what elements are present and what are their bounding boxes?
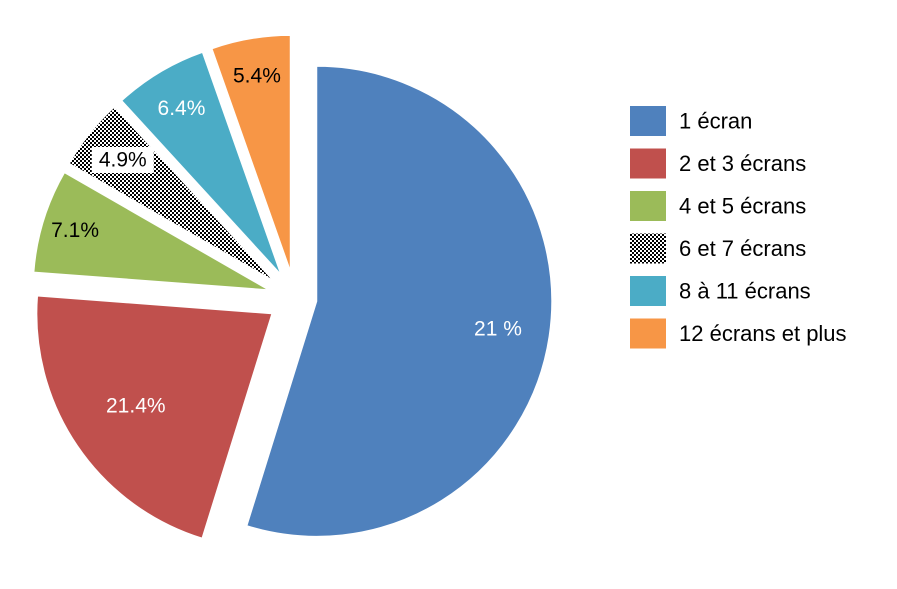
- pie-data-label-2: 21.4%: [106, 395, 166, 418]
- legend-swatch-4: [630, 233, 666, 264]
- legend-swatch-6: [630, 318, 666, 349]
- legend-swatch-5: [630, 276, 666, 306]
- legend: 1 écran 2 et 3 écrans 4 et 5 écrans 6 et 7 …: [630, 106, 847, 349]
- pie-slice-5: [121, 51, 282, 275]
- legend-label-2: 2 et 3 écrans: [679, 151, 806, 176]
- pie-data-label-1: 21 %: [474, 317, 522, 340]
- pie-data-label-3: 7.1%: [51, 219, 99, 242]
- pie-slice-6: [211, 34, 291, 271]
- pie-slice-2: [36, 295, 273, 539]
- legend-swatch-2: [630, 148, 666, 179]
- legend-label-5: 8 à 11 écrans: [679, 279, 811, 304]
- legend-swatch-1: [630, 106, 666, 136]
- pie-slice-1: [246, 65, 553, 537]
- pie-slices: [33, 34, 553, 539]
- pie-data-label-4: 4.9%: [99, 149, 147, 172]
- legend-label-6: 12 écrans et plus: [679, 321, 847, 346]
- legend-label-3: 4 et 5 écrans: [679, 194, 806, 219]
- legend-label-1: 1 écran: [679, 109, 752, 134]
- pie-data-label-bg-4: [91, 147, 154, 174]
- legend-swatch-3: [630, 191, 666, 221]
- pie-data-label-6: 5.4%: [233, 64, 281, 87]
- pie-data-label-5: 6.4%: [158, 97, 206, 120]
- pie-data-labels: 21 % 21.4% 7.1% 4.9% 6.4% 5.4%: [51, 64, 522, 417]
- legend-label-4: 6 et 7 écrans: [679, 236, 806, 261]
- pie-slice-3: [33, 172, 269, 291]
